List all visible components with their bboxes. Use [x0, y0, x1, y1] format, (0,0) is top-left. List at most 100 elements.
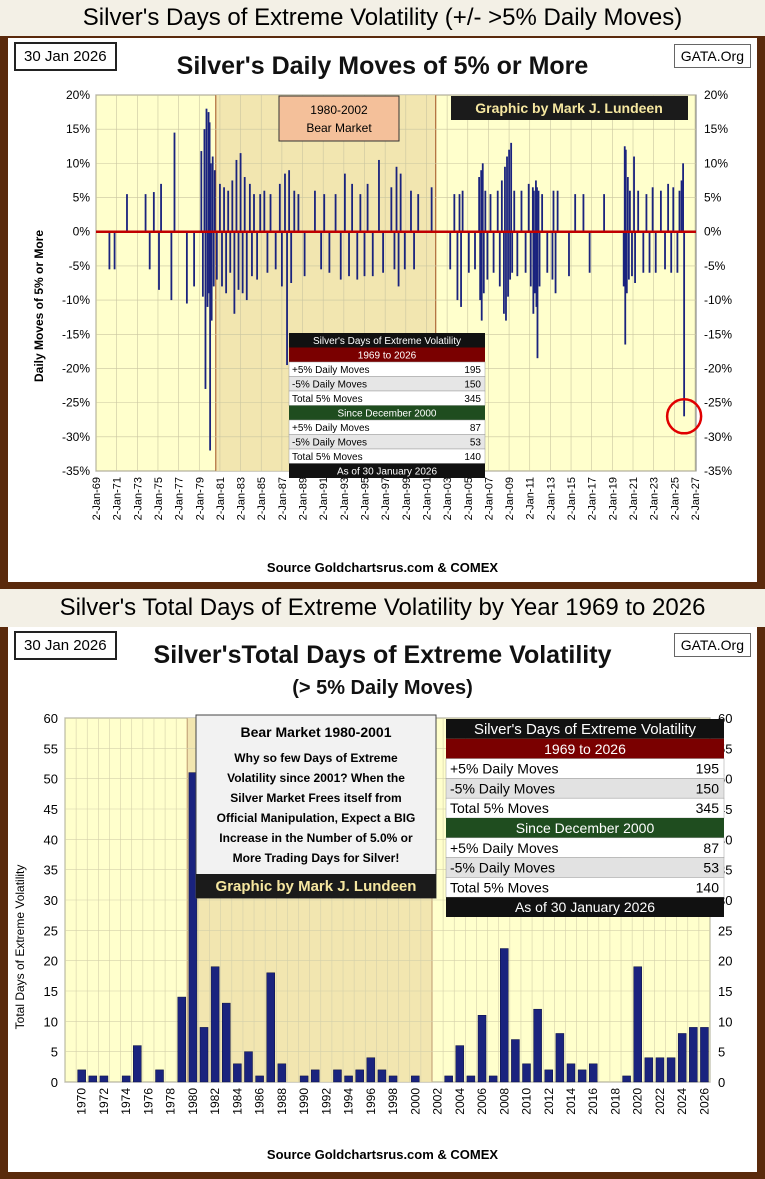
- daily-move-bar: [461, 190, 464, 232]
- daily-move-bar: [532, 231, 535, 314]
- bottom-y-tick-left: 25: [44, 923, 58, 938]
- bear-market-years: 1980-2002: [310, 103, 368, 117]
- daily-move-bar: [511, 231, 514, 273]
- daily-move-bar: [529, 231, 532, 287]
- daily-move-bar: [200, 151, 203, 232]
- bottom-y-tick-right: 0: [718, 1075, 725, 1090]
- daily-move-bar: [274, 231, 277, 270]
- daily-move-bar: [651, 187, 654, 232]
- year-total-bar: [644, 1057, 654, 1083]
- bottom-x-tick: 1998: [386, 1088, 400, 1115]
- top-date: 30 Jan 2026: [14, 42, 117, 71]
- top-x-tick: 2-Jan-21: [628, 477, 640, 520]
- top-y-tick-left: 10%: [66, 156, 90, 170]
- year-total-bar: [266, 972, 275, 1083]
- stats-row-value: 195: [696, 761, 720, 777]
- stats-row-label: +5% Daily Moves: [450, 840, 559, 856]
- bear-note-title: Bear Market 1980-2001: [241, 724, 392, 740]
- stats-row-value: 87: [703, 840, 719, 856]
- top-x-tick: 2-Jan-19: [607, 477, 619, 520]
- daily-move-bar: [193, 231, 196, 287]
- stats-row-label: Total 5% Moves: [450, 879, 549, 895]
- top-chart-panel: 30 Jan 2026 GATA.Org Silver's Daily Move…: [8, 38, 757, 582]
- stats-row-value: 195: [464, 365, 481, 376]
- year-total-bar: [633, 966, 642, 1083]
- daily-moves-chart: 20% 20% 15% 15% 10% 10% 5% 5% 0% 0% -5% -5% -10% -10%…: [32, 88, 732, 520]
- bottom-y-tick-left: 10: [44, 1014, 58, 1029]
- year-total-bar: [488, 1075, 498, 1083]
- daily-move-bar: [538, 231, 541, 287]
- top-x-tick: 2-Jan-03: [442, 477, 454, 520]
- daily-move-bar: [259, 194, 262, 232]
- bottom-x-tick: 2002: [431, 1088, 445, 1115]
- stats-row-value: 140: [464, 452, 481, 463]
- top-x-tick: 2-Jan-05: [463, 477, 475, 520]
- bear-market-label: Bear Market: [306, 121, 372, 135]
- stats-row-value: 53: [703, 860, 719, 876]
- top-y-tick-left: -15%: [62, 327, 90, 341]
- daily-move-bar: [211, 156, 214, 232]
- top-gata-label: GATA.Org: [673, 44, 751, 68]
- daily-move-bar: [626, 177, 629, 232]
- daily-move-bar: [546, 231, 549, 273]
- daily-move-bar: [541, 194, 544, 232]
- bottom-chart-title: Silver'sTotal Days of Extreme Volatility: [153, 641, 612, 669]
- daily-move-bar: [588, 231, 591, 273]
- daily-move-bar: [637, 190, 640, 232]
- top-y-tick-left: -35%: [62, 464, 90, 478]
- top-x-tick: 2-Jan-83: [236, 477, 248, 520]
- top-x-tick: 2-Jan-71: [112, 477, 124, 520]
- top-y-tick-right: 20%: [704, 88, 728, 102]
- bottom-x-tick: 1982: [208, 1088, 222, 1115]
- stats-row-label: Total 5% Moves: [450, 800, 549, 816]
- year-total-bar: [533, 1008, 542, 1083]
- bottom-source: Source Goldchartsrus.com & COMEX: [266, 1147, 499, 1162]
- year-total-bar: [700, 1027, 709, 1083]
- bear-note-line: More Trading Days for Silver!: [233, 851, 400, 865]
- daily-move-bar: [535, 180, 537, 232]
- daily-move-bar: [266, 231, 269, 273]
- daily-move-bar: [622, 231, 625, 287]
- stats-row-label: -5% Daily Moves: [450, 860, 555, 876]
- daily-move-bar: [297, 194, 300, 232]
- top-y-tick-left: 20%: [66, 88, 90, 102]
- bear-note-line: Official Manipulation, Expect a BIG: [217, 811, 416, 825]
- stats-title-bar: [446, 719, 724, 739]
- top-y-tick-left: -20%: [62, 361, 90, 375]
- daily-move-bar: [356, 231, 359, 280]
- bear-note-line: Increase in the Number of 5.0% or: [219, 831, 413, 845]
- bottom-credit-box: [196, 874, 436, 898]
- daily-move-bar: [474, 231, 476, 270]
- top-y-tick-right: 15%: [704, 122, 728, 136]
- year-total-bar: [199, 1027, 209, 1083]
- daily-move-bar: [144, 194, 147, 232]
- daily-move-bar: [203, 129, 206, 232]
- daily-move-bar: [225, 231, 228, 294]
- bottom-y-tick-left: 50: [44, 772, 58, 787]
- daily-move-bar: [633, 156, 635, 232]
- daily-move-bar: [207, 112, 210, 232]
- daily-move-bar: [280, 231, 283, 287]
- daily-move-bar: [205, 108, 208, 232]
- bottom-x-tick: 1974: [119, 1088, 133, 1115]
- daily-move-bar: [536, 187, 538, 232]
- top-x-tick: 2-Jan-79: [194, 477, 206, 520]
- daily-move-bar: [478, 177, 481, 232]
- stats-period1-bar: [446, 738, 724, 759]
- bottom-x-tick: 2026: [697, 1088, 711, 1115]
- bottom-y-tick-left: 15: [44, 984, 58, 999]
- daily-move-bar: [390, 187, 393, 232]
- top-y-tick-right: -35%: [704, 464, 732, 478]
- daily-move-bar: [670, 231, 673, 273]
- daily-move-bar: [243, 177, 246, 232]
- daily-move-bar: [659, 190, 662, 232]
- bottom-x-tick: 2012: [542, 1088, 556, 1115]
- bottom-x-tick: 2004: [453, 1088, 467, 1115]
- daily-move-bar: [532, 190, 535, 232]
- daily-move-bar: [500, 180, 503, 232]
- bottom-x-tick: 1990: [297, 1088, 311, 1115]
- daily-move-bar: [458, 194, 461, 232]
- daily-move-bar: [237, 231, 240, 290]
- bottom-y-tick-right: 25: [718, 923, 732, 938]
- daily-move-bar: [323, 194, 326, 232]
